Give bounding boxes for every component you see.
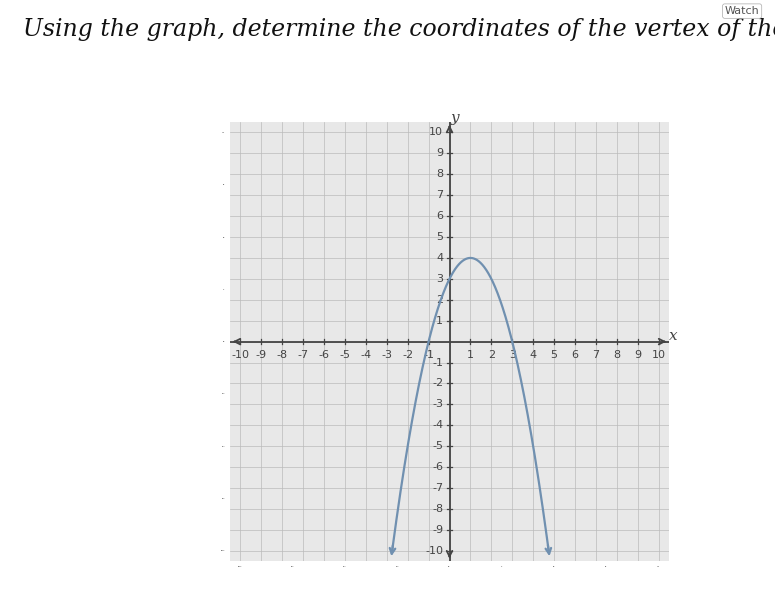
Text: -6: -6: [432, 462, 443, 472]
Text: 1: 1: [467, 350, 474, 360]
Text: -7: -7: [432, 483, 443, 493]
Text: -9: -9: [256, 350, 267, 360]
Text: Watch: Watch: [725, 6, 760, 16]
Text: -10: -10: [232, 350, 250, 360]
Text: 5: 5: [436, 232, 443, 242]
Text: -4: -4: [432, 420, 443, 430]
Text: 7: 7: [436, 190, 443, 200]
Text: 1: 1: [436, 316, 443, 326]
Text: -8: -8: [277, 350, 288, 360]
Text: -2: -2: [432, 378, 443, 389]
Text: 8: 8: [436, 170, 443, 179]
Text: Using the graph, determine the coordinates of the vertex of the parabola.: Using the graph, determine the coordinat…: [23, 18, 775, 41]
Text: 4: 4: [529, 350, 537, 360]
Text: 6: 6: [436, 211, 443, 221]
Text: 10: 10: [429, 127, 443, 137]
Text: -1: -1: [423, 350, 434, 360]
Text: -10: -10: [425, 546, 443, 556]
Text: 9: 9: [436, 148, 443, 159]
Text: -5: -5: [339, 350, 350, 360]
Text: 3: 3: [436, 274, 443, 284]
Text: -1: -1: [432, 357, 443, 367]
Text: y: y: [450, 111, 459, 125]
Text: 8: 8: [613, 350, 620, 360]
Text: 10: 10: [652, 350, 666, 360]
Text: 2: 2: [487, 350, 495, 360]
Text: 5: 5: [550, 350, 557, 360]
Text: x: x: [669, 329, 677, 343]
Text: -3: -3: [381, 350, 392, 360]
Text: -6: -6: [319, 350, 329, 360]
Text: -7: -7: [298, 350, 308, 360]
Text: -3: -3: [432, 400, 443, 409]
Text: -8: -8: [432, 504, 443, 514]
Text: -4: -4: [360, 350, 371, 360]
Text: -9: -9: [432, 525, 443, 535]
Text: -2: -2: [402, 350, 413, 360]
Text: 4: 4: [436, 253, 443, 263]
Text: 2: 2: [436, 295, 443, 305]
Text: 6: 6: [571, 350, 578, 360]
Text: -5: -5: [432, 441, 443, 451]
Text: 3: 3: [508, 350, 515, 360]
Text: 9: 9: [634, 350, 641, 360]
Text: 7: 7: [592, 350, 600, 360]
